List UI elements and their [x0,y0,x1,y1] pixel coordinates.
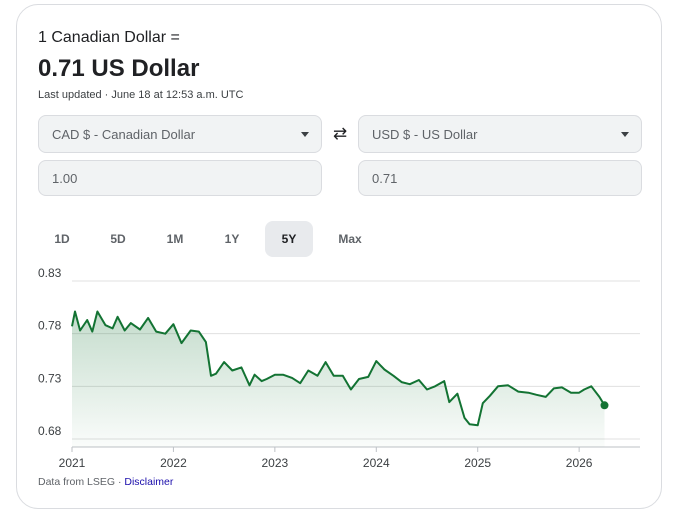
tab-max[interactable]: Max [338,232,362,246]
y-tick-label: 0.78 [38,319,62,333]
y-tick-label: 0.83 [38,267,62,280]
to-currency-value: USD $ - US Dollar [372,126,478,142]
x-tick-label: 2023 [262,456,289,470]
tab-1d[interactable]: 1D [54,232,70,246]
x-tick-label: 2021 [59,456,86,470]
y-tick-label: 0.73 [38,371,62,385]
to-amount-input[interactable]: 0.71 [358,160,642,196]
swap-arrows-icon[interactable]: ⇄ [332,124,348,143]
x-tick-label: 2025 [464,456,491,470]
tab-1m[interactable]: 1M [166,232,184,246]
area-fill [72,311,605,447]
series-line [71,310,606,427]
to-amount-value: 0.71 [372,170,398,186]
y-tick-label: 0.68 [38,424,62,438]
tab-5d[interactable]: 5D [110,232,126,246]
data-source: Data from LSEG [38,476,116,488]
tab-1y[interactable]: 1Y [224,232,240,246]
x-tick-label: 2024 [363,456,390,470]
tab-5y[interactable]: 5Y [265,221,313,257]
chevron-down-icon [301,131,309,137]
latest-point [600,401,609,410]
rate-history-chart[interactable]: 0.83 0.78 0.73 0.68 2021 2022 2023 2024 2025 2026 [38,267,644,472]
chevron-down-icon [621,131,629,137]
currency-converter-card: 1 Canadian Dollar = 0.71 US Dollar Last … [16,4,662,509]
footer-separator: · [115,476,125,488]
last-updated: Last updated · June 18 at 12:53 a.m. UTC [38,89,244,101]
from-currency-value: CAD $ - Canadian Dollar [52,126,196,142]
x-tick-label: 2022 [160,456,187,470]
to-currency-select[interactable]: USD $ - US Dollar [358,115,642,153]
from-amount-value: 1.00 [52,170,78,186]
from-amount-input[interactable]: 1.00 [38,160,322,196]
chart-svg: 0.83 0.78 0.73 0.68 2021 2022 2023 2024 2025 2026 [38,267,640,470]
from-currency-select[interactable]: CAD $ - Canadian Dollar [38,115,322,153]
x-tick-label: 2026 [566,456,593,470]
headline: 1 Canadian Dollar = [38,29,180,46]
exchange-rate: 0.71 US Dollar [38,55,200,82]
disclaimer-link[interactable]: Disclaimer [124,476,174,488]
footer: Data from LSEG · Disclaimer [38,476,173,488]
